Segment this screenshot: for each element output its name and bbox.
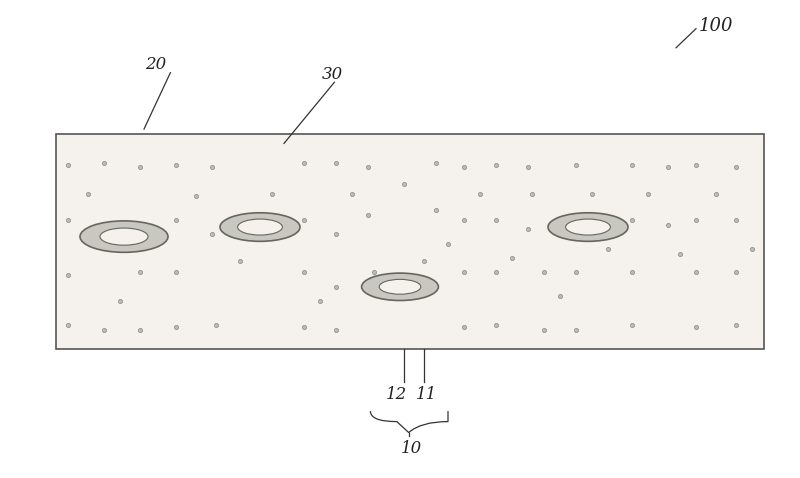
Text: 100: 100 xyxy=(698,17,734,35)
Text: 12: 12 xyxy=(386,386,406,403)
Ellipse shape xyxy=(362,273,438,301)
Ellipse shape xyxy=(238,219,282,235)
Ellipse shape xyxy=(220,213,300,241)
Text: 30: 30 xyxy=(322,65,342,83)
Text: 20: 20 xyxy=(146,56,166,73)
Text: 11: 11 xyxy=(416,386,437,403)
Ellipse shape xyxy=(379,279,421,294)
Text: 10: 10 xyxy=(401,440,422,457)
Ellipse shape xyxy=(566,219,610,235)
Ellipse shape xyxy=(100,228,148,245)
Ellipse shape xyxy=(548,213,628,241)
Ellipse shape xyxy=(80,221,168,252)
Bar xyxy=(56,134,764,349)
